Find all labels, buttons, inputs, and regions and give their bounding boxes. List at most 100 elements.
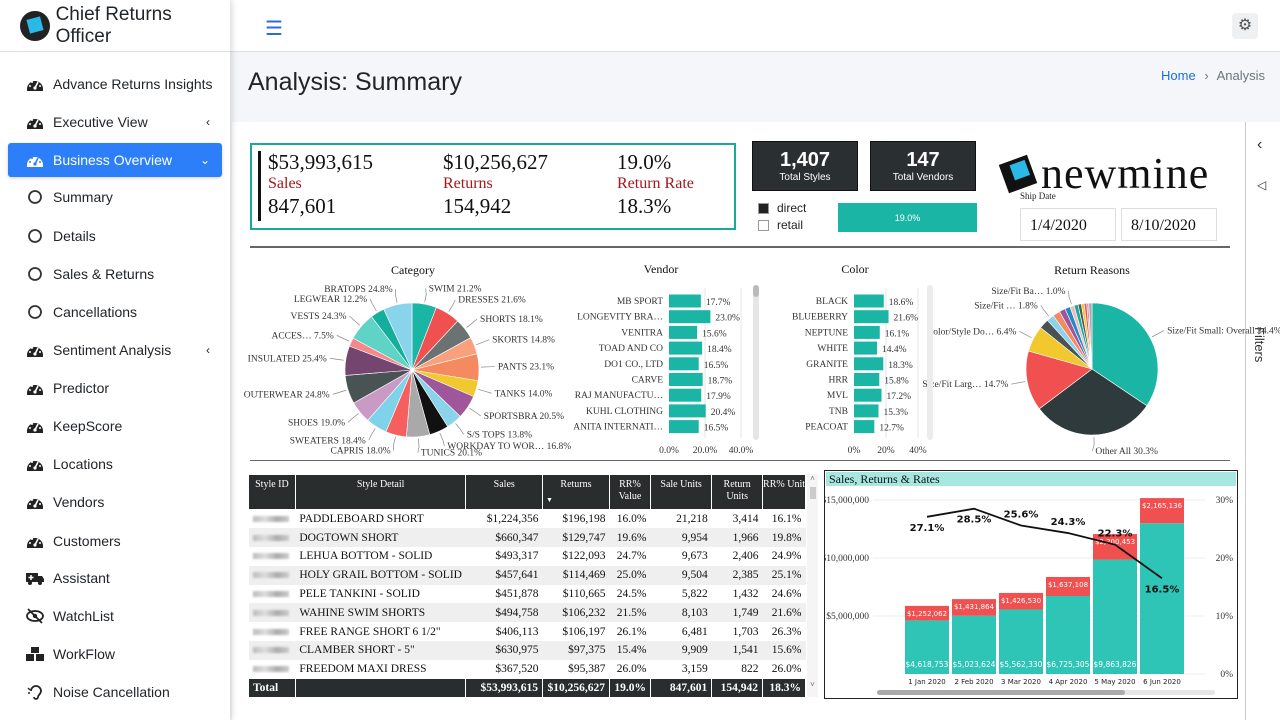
table-scrollbar-thumb[interactable] <box>809 487 816 499</box>
sales-bar[interactable] <box>952 615 996 674</box>
sidebar-item-customers[interactable]: Customers <box>8 524 222 558</box>
column-header[interactable]: Return Units <box>711 474 764 510</box>
bar[interactable] <box>854 420 875 434</box>
bar[interactable] <box>669 325 698 339</box>
returns-data-label: $1,252,062 <box>907 610 947 618</box>
vendor-scrollbar[interactable] <box>753 285 759 440</box>
bar[interactable] <box>669 341 703 355</box>
combo-scrollbar-thumb[interactable] <box>877 690 1125 695</box>
sidebar-item-cancellations[interactable]: Cancellations <box>8 295 222 329</box>
sidebar-item-details[interactable]: Details <box>8 219 222 253</box>
column-header[interactable]: Sale Units <box>649 474 713 510</box>
bar[interactable] <box>854 294 884 308</box>
sort-desc-icon[interactable]: ▼ <box>546 496 553 504</box>
chevron-icon[interactable]: ‹ <box>206 115 210 129</box>
table-row[interactable]: FREE RANGE SHORT 6 1/2" $406,113 $106,197 2… <box>249 622 806 641</box>
column-header[interactable]: RR% Unit <box>762 474 806 510</box>
chevron-icon[interactable]: ⌄ <box>199 153 210 167</box>
returns-bar[interactable] <box>1046 576 1090 596</box>
table-cell: 3,159 <box>681 663 708 676</box>
color-scrollbar[interactable] <box>927 285 933 440</box>
channel-direct-option[interactable]: direct <box>758 201 806 215</box>
table-row[interactable]: PELE TANKINI - SOLID $451,878 $110,665 24.5… <box>249 585 806 604</box>
bar[interactable] <box>669 373 703 386</box>
column-header[interactable]: Style Detail <box>294 474 467 510</box>
sidebar-item-business-overview[interactable]: Business Overview ⌄ <box>8 143 222 177</box>
column-header[interactable]: Style ID <box>248 474 296 510</box>
bar[interactable] <box>669 420 699 434</box>
sidebar-item-sales-returns[interactable]: Sales & Returns <box>8 257 222 291</box>
table-row[interactable]: FREEDOM MAXI DRESS $367,520 $95,387 26.0% 3,… <box>249 660 806 679</box>
table-scrollbar[interactable]: ˄ ˅ <box>807 474 818 697</box>
sales-bar[interactable] <box>1140 523 1184 674</box>
table-row[interactable]: DOGTOWN SHORT $660,347 $129,747 19.6% 9,954 1… <box>248 528 806 548</box>
pie-slice[interactable] <box>1025 350 1093 410</box>
ship-date-start-input[interactable]: 1/4/2020 <box>1020 208 1116 241</box>
column-header[interactable]: Returns ▼ <box>542 474 610 510</box>
pie-slice[interactable] <box>383 302 413 371</box>
table-row[interactable]: CLAMBER SHORT - 5" $630,975 $97,375 15.4% 9,… <box>248 641 806 660</box>
bar[interactable] <box>669 357 699 371</box>
hamburger-icon[interactable]: ☰ <box>265 18 283 40</box>
table-row[interactable]: LEHUA BOTTOM - SOLID $493,317 $122,093 24.7… <box>249 547 806 566</box>
sales-bar[interactable] <box>1093 559 1137 674</box>
bar[interactable] <box>854 373 880 386</box>
gear-icon[interactable]: ⚙ <box>1232 13 1258 39</box>
bar[interactable] <box>854 341 878 355</box>
ship-date-end-input[interactable]: 8/10/2020 <box>1121 208 1217 241</box>
sidebar-item-vendors[interactable]: Vendors <box>8 485 222 519</box>
returns-bar[interactable] <box>952 599 996 616</box>
sidebar-item-watchlist[interactable]: WatchList <box>8 599 222 633</box>
sidebar-item-predictor[interactable]: Predictor <box>8 371 222 405</box>
filters-label[interactable]: Filters <box>1252 327 1267 363</box>
retail-checkbox[interactable] <box>758 219 769 231</box>
sidebar-item-noise-cancellation[interactable]: Noise Cancellation <box>8 675 222 709</box>
sales-data-label: $6,725,305 <box>1047 660 1090 669</box>
pie-slice[interactable] <box>1038 368 1148 436</box>
table-row[interactable]: PADDLEBOARD SHORT $1,224,356 $196,198 16.0%… <box>249 510 806 529</box>
returns-bar[interactable] <box>999 592 1043 610</box>
table-cell: $122,093 <box>562 550 606 563</box>
bar[interactable] <box>854 388 882 402</box>
table-row[interactable]: WAHINE SWIM SHORTS $494,758 $106,232 21.5% 8… <box>248 603 806 623</box>
channel-retail-option[interactable]: retail <box>758 218 803 232</box>
column-header[interactable]: RR% Value <box>608 474 651 510</box>
sidebar-item-sentiment-analysis[interactable]: Sentiment Analysis ‹ <box>8 333 222 367</box>
bar[interactable] <box>854 404 879 418</box>
sales-bar[interactable] <box>999 609 1043 674</box>
returns-bar[interactable] <box>905 605 949 621</box>
bar[interactable] <box>669 310 711 324</box>
collapse-chevron-icon[interactable]: ‹ <box>1257 136 1263 153</box>
pie-slice[interactable] <box>1091 302 1159 407</box>
bar[interactable] <box>854 310 889 324</box>
pie-slice[interactable] <box>1088 302 1093 370</box>
sidebar-item-summary[interactable]: Summary <box>8 180 222 214</box>
breadcrumb-home[interactable]: Home <box>1161 68 1196 83</box>
return-rate-line[interactable] <box>926 507 1163 580</box>
sidebar-item-assistant[interactable]: Assistant <box>8 561 222 595</box>
sidebar-item-advance-returns-insights[interactable]: Advance Returns Insights <box>8 67 222 101</box>
sales-bar[interactable] <box>1046 595 1090 674</box>
chevron-icon[interactable]: ‹ <box>206 343 210 357</box>
bar[interactable] <box>669 404 706 418</box>
returns-bar[interactable] <box>1140 498 1184 524</box>
sidebar-item-label: Noise Cancellation <box>53 684 170 700</box>
sidebar-item-workflow[interactable]: WorkFlow <box>8 637 222 671</box>
sales-bar[interactable] <box>905 620 949 674</box>
sidebar-item-locations[interactable]: Locations <box>8 447 222 481</box>
bar[interactable] <box>854 357 884 371</box>
bar[interactable] <box>669 294 701 308</box>
brand[interactable]: Chief Returns Officer <box>0 0 230 52</box>
filters-pane[interactable]: ‹ ◁ Filters <box>1245 122 1280 720</box>
bar[interactable] <box>669 388 702 402</box>
column-header[interactable]: Sales <box>465 474 543 510</box>
scroll-down-icon[interactable]: ˅ <box>810 680 815 689</box>
sidebar-item-executive-view[interactable]: Executive View ‹ <box>8 105 222 139</box>
scroll-up-icon[interactable]: ˄ <box>810 474 815 483</box>
bar[interactable] <box>854 325 880 339</box>
vendor-scrollbar-thumb[interactable] <box>753 285 759 297</box>
direct-checkbox[interactable] <box>758 202 769 214</box>
divider <box>250 460 1230 461</box>
table-row[interactable]: HOLY GRAIL BOTTOM - SOLID $457,641 $114,46… <box>248 565 806 585</box>
sidebar-item-keepscore[interactable]: KeepScore <box>8 409 222 443</box>
